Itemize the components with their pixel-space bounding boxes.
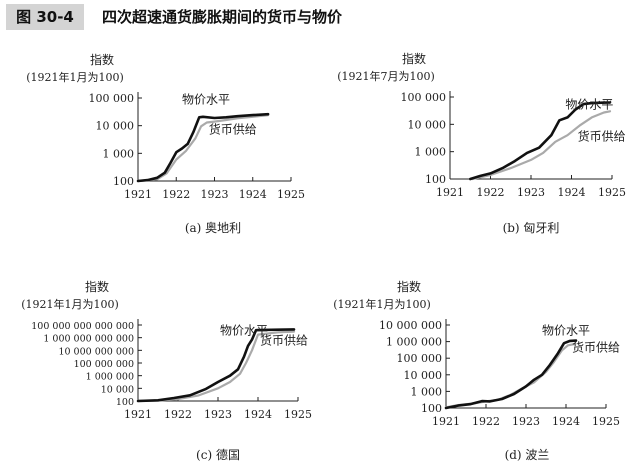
x-tick-label: 1923 [204, 408, 232, 421]
y-tick-label: 100 [425, 173, 446, 186]
x-tick-label: 1922 [472, 415, 500, 428]
money-supply-label: 货币供给 [260, 333, 308, 348]
x-tick-label: 1923 [512, 415, 540, 428]
chart-caption: (b) 匈牙利 [503, 221, 560, 235]
x-tick-label: 1925 [277, 188, 305, 201]
y-tick-label: 10 000 [96, 120, 135, 133]
x-tick-label: 1925 [592, 415, 620, 428]
chart-panel-2: 指数 (1921年7月为100) 100 1 000 10 000 100 000 1921… [337, 51, 626, 235]
money-supply-label: 货币供给 [572, 339, 620, 354]
x-tick-label: 1922 [477, 186, 505, 199]
y-tick-label: 1 000 000 [86, 372, 134, 383]
y-tick-label: 10 000 000 [379, 319, 442, 332]
price-level-line [136, 112, 270, 183]
y-tick-label: 10 000 [404, 369, 443, 382]
x-tick-label: 1921 [124, 188, 152, 201]
chart-caption: (d) 波兰 [505, 448, 550, 462]
y-tick-label: 100 [113, 175, 134, 188]
price-level-line [136, 328, 296, 403]
chart-caption: (c) 德国 [196, 447, 240, 462]
x-tick-label: 1923 [201, 188, 229, 201]
x-tick-label: 1925 [598, 186, 626, 199]
y-tick-label: 100 000 000 [74, 359, 134, 370]
y-tick-label: 10 000 [101, 384, 134, 395]
x-tick-label: 1924 [558, 186, 586, 199]
price-level-label: 物价水平 [220, 324, 268, 338]
price-level-label: 物价水平 [565, 97, 613, 111]
price-level-label: 物价水平 [542, 324, 590, 338]
y-tick-label: 100 000 000 000 000 [31, 321, 134, 332]
x-tick-label: 1921 [432, 415, 460, 428]
y-axis-note: (1921年1月为100) [26, 70, 124, 84]
y-axis-note: (1921年1月为100) [21, 297, 119, 311]
money-supply-label: 货币供给 [578, 128, 626, 143]
x-tick-label: 1924 [244, 408, 272, 421]
x-tick-label: 1921 [436, 186, 464, 199]
y-tick-label: 100 [116, 397, 134, 408]
x-tick-label: 1924 [239, 188, 267, 201]
y-tick-label: 10 000 [408, 118, 447, 131]
x-tick-label: 1925 [284, 408, 312, 421]
figure-title: 四次超速通货膨胀期间的货币与物价 [102, 8, 343, 26]
x-tick-label: 1922 [162, 188, 190, 201]
y-tick-label: 1 000 [415, 146, 447, 159]
money-supply-line [471, 110, 612, 181]
price-level-label: 物价水平 [182, 93, 230, 107]
y-tick-label: 1 000 [411, 385, 443, 398]
chart-panel-4: 指数 (1921年1月为100) 100 1 000 10 000 100 000 1 00… [333, 279, 620, 462]
x-tick-label: 1921 [124, 408, 152, 421]
x-tick-label: 1924 [552, 415, 580, 428]
price-level-line [469, 101, 612, 181]
money-supply-label: 货币供给 [209, 122, 257, 137]
y-tick-label: 10 000 000 000 [58, 346, 134, 357]
x-tick-label: 1922 [164, 408, 192, 421]
money-supply-line [136, 330, 296, 403]
y-axis-note: (1921年1月为100) [333, 297, 431, 311]
y-axis-note: (1921年7月为100) [337, 69, 435, 83]
y-axis-label: 指数 [85, 279, 109, 294]
x-tick-label: 1923 [517, 186, 545, 199]
chart-panel-1: 指数 (1921年1月为100) 100 1 000 10 000 100 000 1921… [26, 52, 305, 235]
y-axis-label: 指数 [397, 279, 421, 294]
y-tick-label: 100 000 [89, 92, 135, 105]
y-axis-label: 指数 [90, 52, 114, 67]
y-tick-label: 1 000 000 [386, 336, 442, 349]
money-supply-line [444, 343, 576, 409]
y-tick-label: 1 000 [103, 147, 135, 160]
y-tick-label: 100 000 [401, 91, 447, 104]
y-axis-label: 指数 [402, 51, 426, 66]
y-tick-label: 1 000 000 000 000 [43, 334, 134, 345]
y-tick-label: 100 000 [397, 352, 443, 365]
price-level-line [444, 339, 578, 410]
figure-number: 图 30-4 [6, 4, 84, 30]
money-supply-line [136, 114, 270, 183]
chart-caption: (a) 奥地利 [185, 221, 241, 235]
y-tick-label: 100 [421, 402, 442, 415]
